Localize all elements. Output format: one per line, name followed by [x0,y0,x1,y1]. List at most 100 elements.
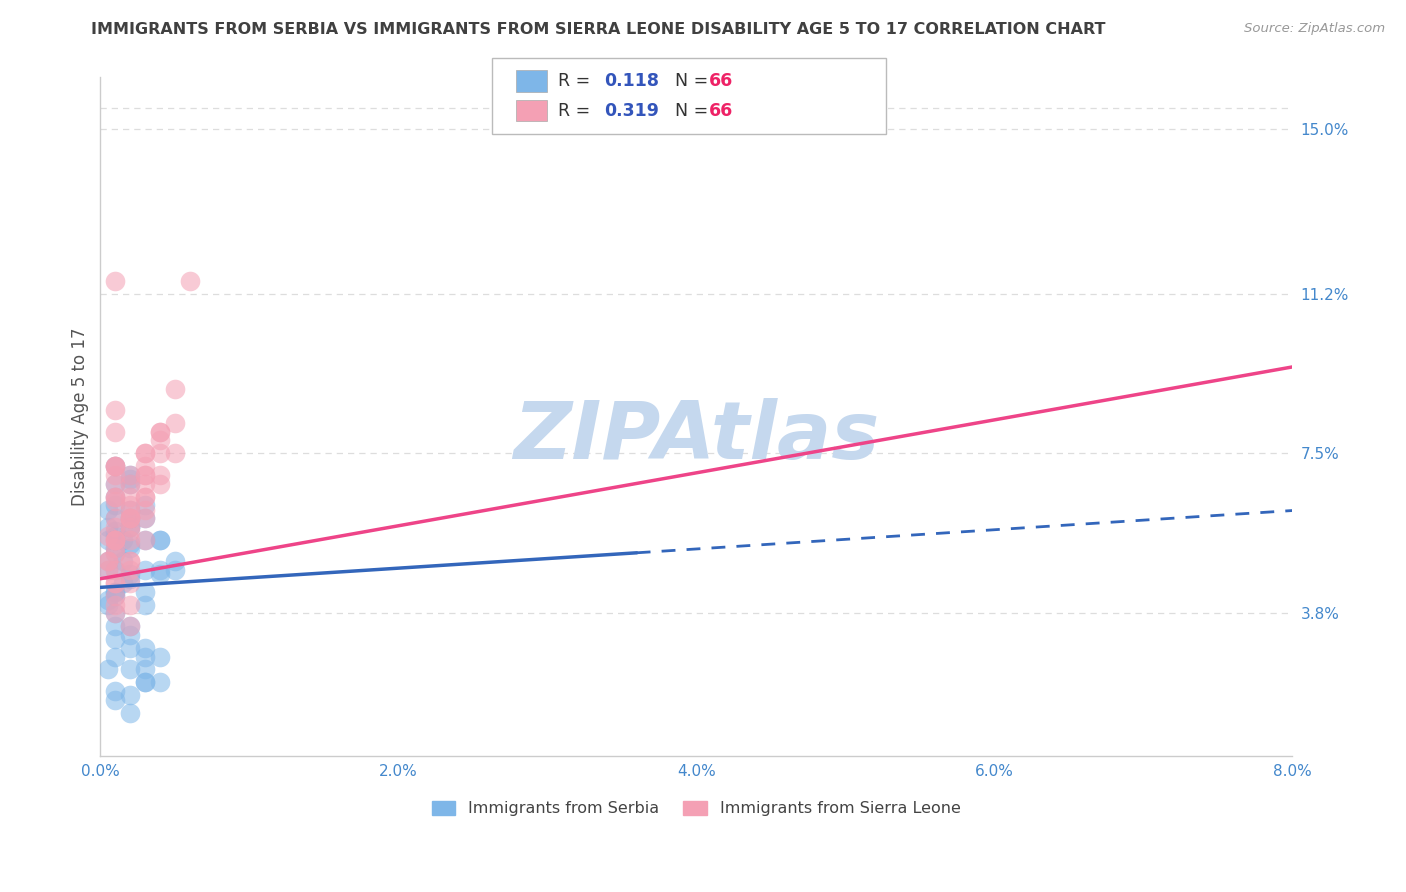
Point [104,684,127,698]
Point [149,567,172,582]
Point [104,589,127,603]
Point [104,511,127,525]
Point [104,403,127,417]
Point [120,511,142,525]
Point [149,425,172,439]
Point [120,689,142,703]
Point [104,490,127,504]
Point [134,502,156,516]
Point [104,576,127,591]
Point [97,663,120,677]
Point [120,663,142,677]
Point [120,472,142,486]
Point [104,546,127,560]
Point [104,511,127,525]
Point [97,554,120,568]
Point [134,533,156,547]
Legend: Immigrants from Serbia, Immigrants from Sierra Leone: Immigrants from Serbia, Immigrants from … [425,794,967,822]
Point [120,498,142,512]
Point [149,533,172,547]
Point [104,468,127,483]
Text: ZIPAtlas: ZIPAtlas [513,398,879,476]
Point [120,576,142,591]
Point [120,490,142,504]
Text: Source: ZipAtlas.com: Source: ZipAtlas.com [1244,22,1385,36]
Point [104,619,127,633]
Point [104,533,127,547]
Text: N =: N = [664,102,713,120]
Point [149,468,172,483]
Point [104,476,127,491]
Point [134,446,156,460]
Point [120,511,142,525]
Point [97,598,120,612]
Point [134,511,156,525]
Point [104,459,127,474]
Point [120,554,142,568]
Point [120,619,142,633]
Point [104,459,127,474]
Point [134,511,156,525]
Point [104,632,127,647]
Point [134,563,156,577]
Point [134,649,156,664]
Point [104,459,127,474]
Point [104,584,127,599]
Point [149,476,172,491]
Point [104,541,127,556]
Point [97,563,120,577]
Point [120,520,142,534]
Point [104,476,127,491]
Point [149,434,172,448]
Point [120,567,142,582]
Point [104,589,127,603]
Point [134,663,156,677]
Point [111,554,134,568]
Text: 0.319: 0.319 [605,102,659,120]
Point [104,490,127,504]
Point [134,459,156,474]
Point [134,675,156,690]
Point [104,598,127,612]
Point [120,563,142,577]
Point [149,533,172,547]
Text: 66: 66 [709,102,733,120]
Point [104,533,127,547]
Point [104,459,127,474]
Point [97,593,120,607]
Point [134,490,156,504]
Point [163,554,186,568]
Point [120,541,142,556]
Point [134,446,156,460]
Point [163,446,186,460]
Text: N =: N = [664,72,713,90]
Point [104,524,127,539]
Point [104,274,127,288]
Y-axis label: Disability Age 5 to 17: Disability Age 5 to 17 [72,327,89,506]
Point [120,524,142,539]
Point [163,563,186,577]
Point [120,511,142,525]
Point [104,649,127,664]
Point [134,476,156,491]
Point [120,476,142,491]
Text: R =: R = [558,102,596,120]
Point [149,425,172,439]
Point [120,520,142,534]
Point [149,675,172,690]
Point [134,675,156,690]
Point [134,598,156,612]
Point [120,640,142,655]
Point [104,584,127,599]
Point [120,468,142,483]
Point [149,649,172,664]
Point [104,546,127,560]
Point [111,576,134,591]
Point [104,541,127,556]
Point [120,476,142,491]
Point [134,490,156,504]
Point [134,640,156,655]
Point [120,468,142,483]
Point [104,490,127,504]
Text: 66: 66 [709,72,733,90]
